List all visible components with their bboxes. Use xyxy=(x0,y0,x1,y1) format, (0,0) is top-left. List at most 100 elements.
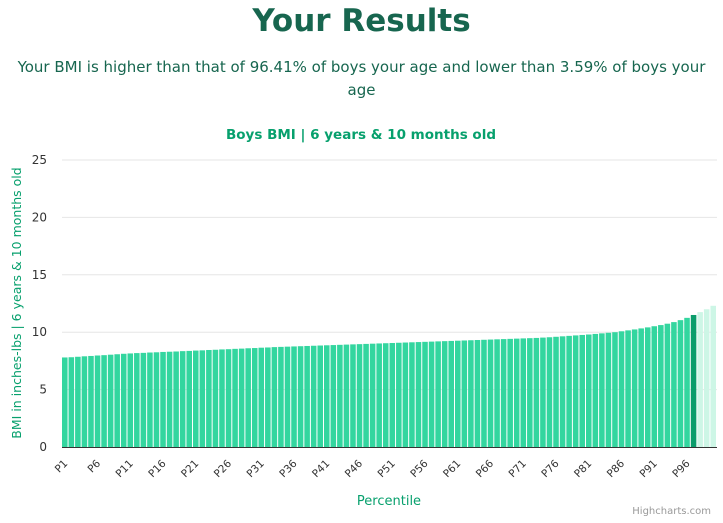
bar-p83[interactable] xyxy=(599,333,605,447)
bar-p22[interactable] xyxy=(199,350,206,447)
bar-p62[interactable] xyxy=(461,340,468,447)
bar-p82[interactable] xyxy=(592,333,599,447)
bar-p92[interactable] xyxy=(658,325,664,447)
bar-p99[interactable] xyxy=(703,309,710,447)
bar-p34[interactable] xyxy=(278,346,284,447)
bar-p3[interactable] xyxy=(75,356,81,447)
bar-p91[interactable] xyxy=(651,326,658,447)
bar-p75[interactable] xyxy=(546,337,553,447)
bar-p60[interactable] xyxy=(448,340,454,447)
bar-p76[interactable] xyxy=(553,336,559,447)
bar-p86[interactable] xyxy=(618,331,625,447)
bar-p71[interactable] xyxy=(520,338,527,447)
bar-p12[interactable] xyxy=(134,353,140,447)
bar-p45[interactable] xyxy=(350,344,356,447)
bar-p25[interactable] xyxy=(219,349,225,447)
bar-p39[interactable] xyxy=(310,345,317,447)
bar-p15[interactable] xyxy=(153,352,160,447)
bar-p20[interactable] xyxy=(186,350,192,447)
bar-p98[interactable] xyxy=(697,312,703,447)
bar-p42[interactable] xyxy=(330,345,337,447)
bar-p96[interactable] xyxy=(684,317,690,447)
bar-p89[interactable] xyxy=(638,328,644,447)
bar-p24[interactable] xyxy=(212,349,219,447)
bar-p74[interactable] xyxy=(540,337,546,447)
bar-p46[interactable] xyxy=(356,344,363,447)
bar-p29[interactable] xyxy=(245,348,251,447)
bar-p27[interactable] xyxy=(232,348,238,447)
bar-p13[interactable] xyxy=(140,352,147,447)
bar-p7[interactable] xyxy=(101,355,107,447)
bar-p68[interactable] xyxy=(500,339,507,447)
bar-p47[interactable] xyxy=(363,343,369,447)
bar-p61[interactable] xyxy=(455,340,461,447)
bar-p84[interactable] xyxy=(605,332,612,447)
bar-p32[interactable] xyxy=(265,347,271,447)
bar-p53[interactable] xyxy=(402,342,409,447)
bar-p64[interactable] xyxy=(474,340,481,447)
bar-p40[interactable] xyxy=(317,345,323,447)
bar-p19[interactable] xyxy=(179,351,186,447)
bar-p56[interactable] xyxy=(422,341,428,447)
bar-p95[interactable] xyxy=(677,320,684,447)
bar-p16[interactable] xyxy=(160,351,166,447)
bar-p90[interactable] xyxy=(644,327,651,447)
bar-p54[interactable] xyxy=(409,342,415,447)
bar-p70[interactable] xyxy=(513,338,520,447)
bar-p35[interactable] xyxy=(284,346,291,447)
bar-p73[interactable] xyxy=(533,337,540,447)
bar-p43[interactable] xyxy=(337,344,343,447)
bar-p59[interactable] xyxy=(441,341,448,447)
bar-p9[interactable] xyxy=(114,354,120,447)
bar-p2[interactable] xyxy=(68,357,75,447)
bar-p36[interactable] xyxy=(291,346,297,447)
bar-p72[interactable] xyxy=(527,338,533,447)
bar-p10[interactable] xyxy=(120,353,127,447)
bar-p31[interactable] xyxy=(258,347,265,447)
bar-p88[interactable] xyxy=(631,329,638,447)
bar-p69[interactable] xyxy=(507,338,513,447)
bar-p80[interactable] xyxy=(579,334,585,447)
bar-p41[interactable] xyxy=(324,345,330,447)
bar-p51[interactable] xyxy=(389,342,396,447)
bar-p55[interactable] xyxy=(415,342,422,447)
bar-p77[interactable] xyxy=(559,336,566,447)
credits-link[interactable]: Highcharts.com xyxy=(632,506,711,517)
bar-p44[interactable] xyxy=(343,344,350,447)
bar-p6[interactable] xyxy=(94,355,101,448)
bar-p18[interactable] xyxy=(173,351,179,447)
bar-p52[interactable] xyxy=(396,342,402,447)
bar-p63[interactable] xyxy=(468,340,474,447)
bar-p33[interactable] xyxy=(271,347,278,447)
bar-p66[interactable] xyxy=(487,339,494,447)
bar-p21[interactable] xyxy=(193,350,199,447)
bar-p23[interactable] xyxy=(206,349,212,447)
bar-p94[interactable] xyxy=(671,322,677,447)
bar-p28[interactable] xyxy=(238,348,245,447)
bar-p67[interactable] xyxy=(494,339,500,447)
bar-p58[interactable] xyxy=(435,341,441,447)
bar-p30[interactable] xyxy=(251,348,258,447)
bar-p97[interactable] xyxy=(690,314,697,447)
bar-p49[interactable] xyxy=(376,343,382,447)
bar-p38[interactable] xyxy=(304,345,310,447)
bar-p26[interactable] xyxy=(225,349,232,447)
bar-p50[interactable] xyxy=(382,343,389,447)
bar-p11[interactable] xyxy=(127,353,134,447)
bar-p87[interactable] xyxy=(625,330,631,447)
bar-p48[interactable] xyxy=(369,343,376,447)
bar-p5[interactable] xyxy=(88,355,94,447)
bar-p65[interactable] xyxy=(481,339,487,447)
bar-p17[interactable] xyxy=(166,351,173,447)
bar-p78[interactable] xyxy=(566,335,572,447)
bar-p14[interactable] xyxy=(147,352,153,447)
bar-p57[interactable] xyxy=(428,341,435,447)
bar-p79[interactable] xyxy=(572,335,579,447)
bar-p8[interactable] xyxy=(107,354,114,447)
bar-p93[interactable] xyxy=(664,323,671,447)
bar-p1[interactable] xyxy=(62,357,68,447)
bar-p37[interactable] xyxy=(297,346,304,447)
bar-p4[interactable] xyxy=(81,356,88,447)
bar-p85[interactable] xyxy=(612,332,618,447)
bar-p81[interactable] xyxy=(586,334,592,448)
